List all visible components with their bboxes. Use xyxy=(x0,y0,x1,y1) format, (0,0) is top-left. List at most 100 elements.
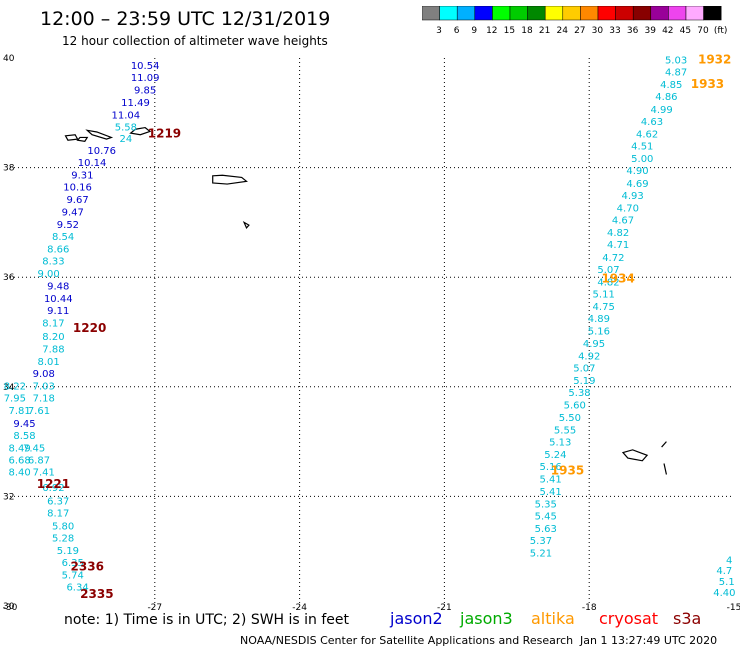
wave-height-point: 5.24 xyxy=(544,450,566,461)
wave-height-point: 5.1 xyxy=(719,577,735,588)
wave-height-point: 5.16 xyxy=(588,327,610,338)
wave-height-point: 9.67 xyxy=(66,195,88,206)
x-tick-label: -27 xyxy=(147,603,162,613)
wave-height-point: 8.49 xyxy=(9,443,31,454)
y-tick-label: 34 xyxy=(3,383,15,393)
island-outline xyxy=(212,174,248,185)
legend-altika: altika xyxy=(531,609,575,628)
wave-height-point: 4.82 xyxy=(597,277,619,288)
wave-height-point: 8.66 xyxy=(47,245,69,256)
colorbar-label: 18 xyxy=(521,26,533,36)
wave-height-point: 4.99 xyxy=(650,105,672,116)
wave-height-point: 8.54 xyxy=(52,232,74,243)
wave-height-point: 4.93 xyxy=(622,191,644,202)
wave-height-point: 11.09 xyxy=(131,73,160,84)
wave-height-point: 5.03 xyxy=(665,55,687,66)
wave-height-point: 9.11 xyxy=(47,306,69,317)
wave-height-point: 4 xyxy=(726,555,732,566)
wave-height-point: 24 xyxy=(119,134,132,145)
wave-height-point: 6.34 xyxy=(66,583,88,594)
legend-jason2: jason2 xyxy=(390,609,443,628)
legend-cryosat: cryosat xyxy=(599,609,659,628)
island-outline xyxy=(242,220,250,229)
wave-height-point: 5.11 xyxy=(593,289,615,300)
wave-height-point: 9.48 xyxy=(47,281,69,292)
colorbar-label: 9 xyxy=(471,26,477,36)
wave-height-point: 9.45 xyxy=(13,419,35,430)
generation-timestamp: Jan 1 13:27:49 UTC 2020 xyxy=(580,634,718,647)
wave-height-point: 4.86 xyxy=(655,92,677,103)
pass-time-label: 1219 xyxy=(148,126,181,140)
wave-height-point: 5.35 xyxy=(535,499,557,510)
wave-height-point: 7.95 xyxy=(4,394,26,405)
wave-height-point: 4.67 xyxy=(612,215,634,226)
wave-height-point: 5.28 xyxy=(52,533,74,544)
pass-time-label: 2336 xyxy=(71,559,104,573)
wave-height-point: 5.07 xyxy=(597,265,619,276)
chart-title: 12:00 – 23:59 UTC 12/31/2019 xyxy=(40,8,331,30)
colorbar-label: 45 xyxy=(680,26,691,36)
wave-height-point: 8.33 xyxy=(42,257,64,268)
wave-height-point: 10.14 xyxy=(78,158,107,169)
island-outline xyxy=(663,463,668,475)
wave-height-point: 6.35 xyxy=(62,558,84,569)
y-tick-label: 30 xyxy=(3,602,15,612)
colorbar-label: 33 xyxy=(609,26,620,36)
colorbar-label: 36 xyxy=(627,26,639,36)
wave-height-point: 4.92 xyxy=(578,351,600,362)
wave-height-point: 4.40 xyxy=(713,588,735,599)
pass-time-label: 1221 xyxy=(37,477,70,491)
wave-height-point: 6.37 xyxy=(47,497,69,508)
wave-height-point: 10.44 xyxy=(44,294,73,305)
wave-height-point: 6.87 xyxy=(28,456,50,467)
colorbar-label: 24 xyxy=(556,26,568,36)
x-tick-label: -21 xyxy=(437,603,452,613)
wave-height-point: 5.37 xyxy=(530,536,552,547)
wave-height-point: 11.49 xyxy=(121,98,150,109)
y-tick-label: 40 xyxy=(3,54,15,64)
wave-height-point: 8.58 xyxy=(13,431,35,442)
wave-height-point: 5.38 xyxy=(568,388,590,399)
wave-height-point: 8.22 xyxy=(4,382,26,393)
wave-height-point: 9.52 xyxy=(57,220,79,231)
wave-height-point: 6.68 xyxy=(9,456,31,467)
wave-height-point: 8.17 xyxy=(47,509,69,520)
wave-height-point: 5.80 xyxy=(52,521,74,532)
wave-height-point: 8.20 xyxy=(42,332,64,343)
colorbar-label: 12 xyxy=(486,26,497,36)
wave-height-point: 5.19 xyxy=(573,376,595,387)
colorbar-label: 42 xyxy=(662,26,673,36)
island-outline xyxy=(621,449,649,462)
island-outline xyxy=(661,441,667,448)
wave-height-point: 11.04 xyxy=(112,110,141,121)
colorbar-label: 30 xyxy=(592,26,604,36)
credit-line: NOAA/NESDIS Center for Satellite Applica… xyxy=(240,634,574,647)
wave-height-point: 9.08 xyxy=(33,369,55,380)
wave-height-point: 7.88 xyxy=(42,344,64,355)
wave-height-point: 9.85 xyxy=(134,86,156,97)
y-tick-label: 38 xyxy=(3,164,15,174)
island-outline xyxy=(129,126,152,136)
x-tick-label: -24 xyxy=(292,603,307,613)
wave-height-point: 6.92 xyxy=(42,483,64,494)
wave-height-point: 5.16 xyxy=(539,462,561,473)
colorbar-label: 39 xyxy=(644,26,656,36)
wave-height-point: 7.41 xyxy=(33,468,55,479)
pass-time-label: 2335 xyxy=(80,587,113,601)
wave-height-point: 5.45 xyxy=(535,511,557,522)
footer-note: note: 1) Time is in UTC; 2) SWH is in fe… xyxy=(64,612,350,628)
wave-height-point: 5.21 xyxy=(530,549,552,560)
wave-height-point: 8.40 xyxy=(9,468,31,479)
island-outline xyxy=(64,134,79,141)
y-tick-label: 36 xyxy=(3,273,15,283)
colorbar-label: 3 xyxy=(436,26,442,36)
pass-time-label: 1933 xyxy=(691,77,724,91)
wave-height-point: 10.54 xyxy=(131,61,160,72)
wave-height-point: 4.82 xyxy=(607,228,629,239)
wave-height-point: 9.47 xyxy=(62,207,84,218)
legend-jason3: jason3 xyxy=(460,609,513,628)
wave-height-point: 5.74 xyxy=(62,571,84,582)
x-tick-label: -30 xyxy=(3,603,18,613)
chart-subtitle: 12 hour collection of altimeter wave hei… xyxy=(62,34,328,48)
